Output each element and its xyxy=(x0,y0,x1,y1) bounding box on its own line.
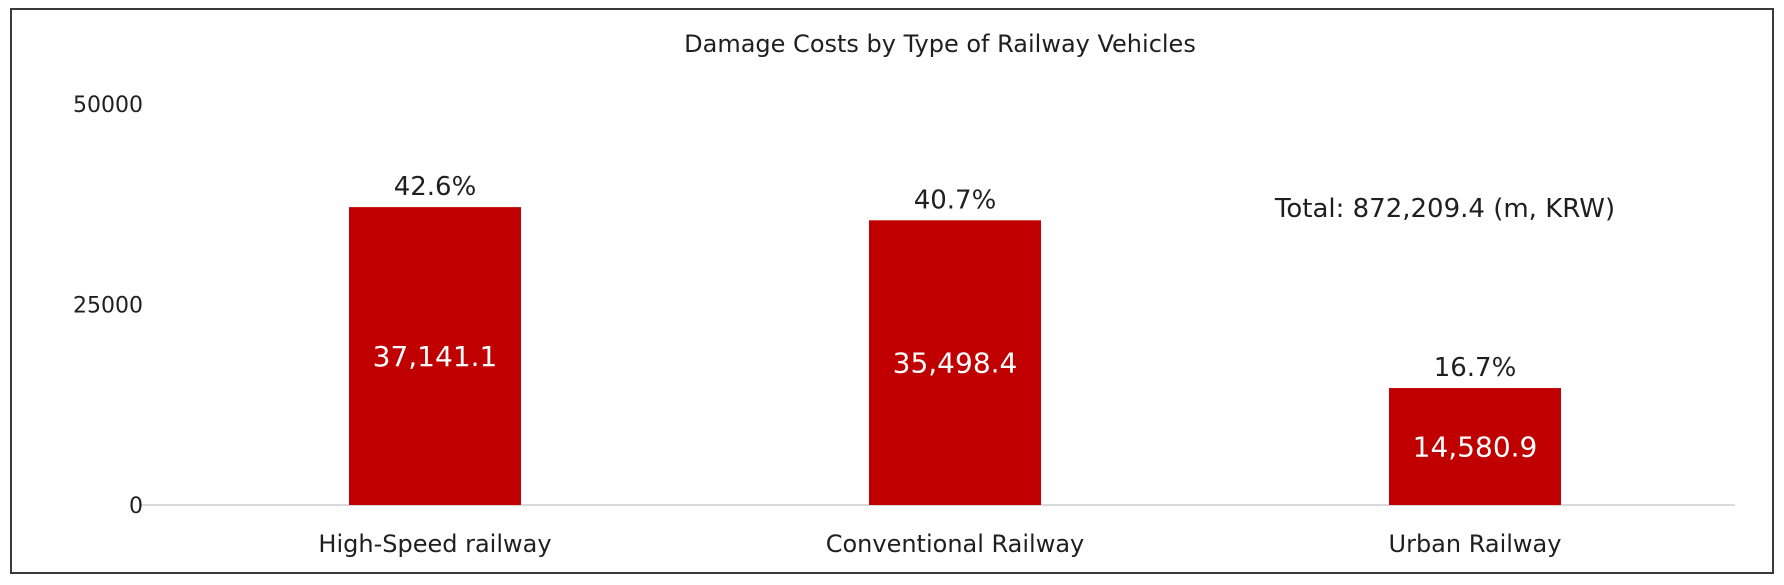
value-label: 35,498.4 xyxy=(893,347,1018,380)
value-label: 37,141.1 xyxy=(373,340,498,373)
total-annotation: Total: 872,209.4 (m, KRW) xyxy=(1274,194,1615,224)
category-label: Urban Railway xyxy=(1389,530,1562,558)
bars-group: 42.6% 37,141.1 High-Speed railway 40.7% 35,4… xyxy=(318,172,1561,558)
category-label: Conventional Railway xyxy=(826,530,1085,558)
y-tick-label: 0 xyxy=(129,494,143,519)
y-axis: 0 25000 50000 xyxy=(73,93,143,519)
bar xyxy=(1389,388,1561,505)
category-label: High-Speed railway xyxy=(318,530,551,558)
value-label: 14,580.9 xyxy=(1413,431,1538,464)
percent-label: 16.7% xyxy=(1434,353,1517,383)
percent-label: 42.6% xyxy=(394,172,477,202)
bar xyxy=(869,220,1041,505)
bar xyxy=(349,207,521,506)
y-tick-label: 50000 xyxy=(73,93,143,118)
y-tick-label: 25000 xyxy=(73,294,143,319)
percent-label: 40.7% xyxy=(914,185,997,215)
chart-title: Damage Costs by Type of Railway Vehicles xyxy=(684,30,1196,58)
